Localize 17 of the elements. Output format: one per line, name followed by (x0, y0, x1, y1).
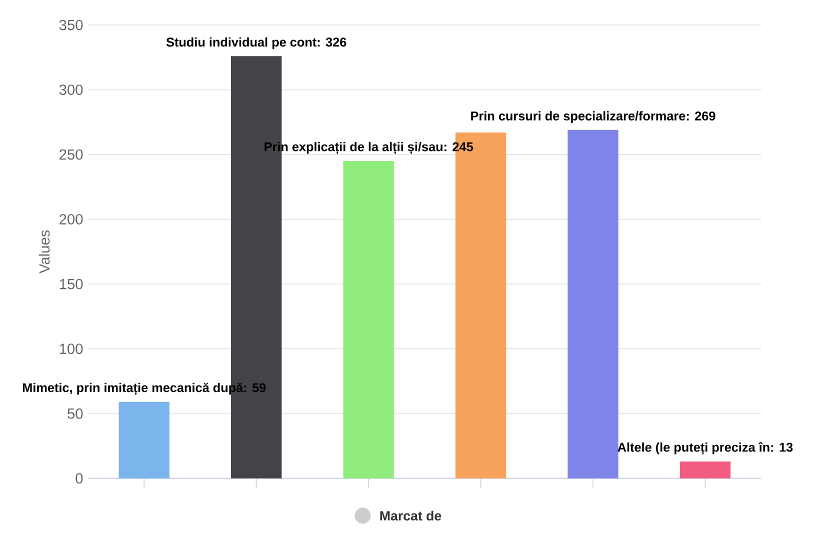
bar (343, 161, 394, 478)
y-tick-label: 250 (60, 149, 83, 160)
data-label: Studiu individual pe cont: 326 (166, 37, 346, 50)
data-label: Prin cursuri de specializare/formare: 269 (471, 111, 716, 123)
text: Marcat de (380, 510, 442, 521)
y-tick-label: 350 (59, 20, 83, 30)
bar (680, 461, 731, 478)
y-tick-label: 50 (68, 408, 83, 419)
y-tick-label: 300 (59, 84, 83, 95)
y-tick-label: 100 (60, 344, 83, 354)
y-tick-label: 0 (76, 473, 83, 484)
y-tick-label: 200 (60, 214, 83, 224)
data-label: Altele (le puteți preciza în: 13 (618, 442, 793, 455)
bar (118, 402, 170, 478)
bar (568, 130, 618, 478)
y-axis-title: Values (38, 230, 50, 274)
y-tick-label: 150 (60, 278, 83, 290)
